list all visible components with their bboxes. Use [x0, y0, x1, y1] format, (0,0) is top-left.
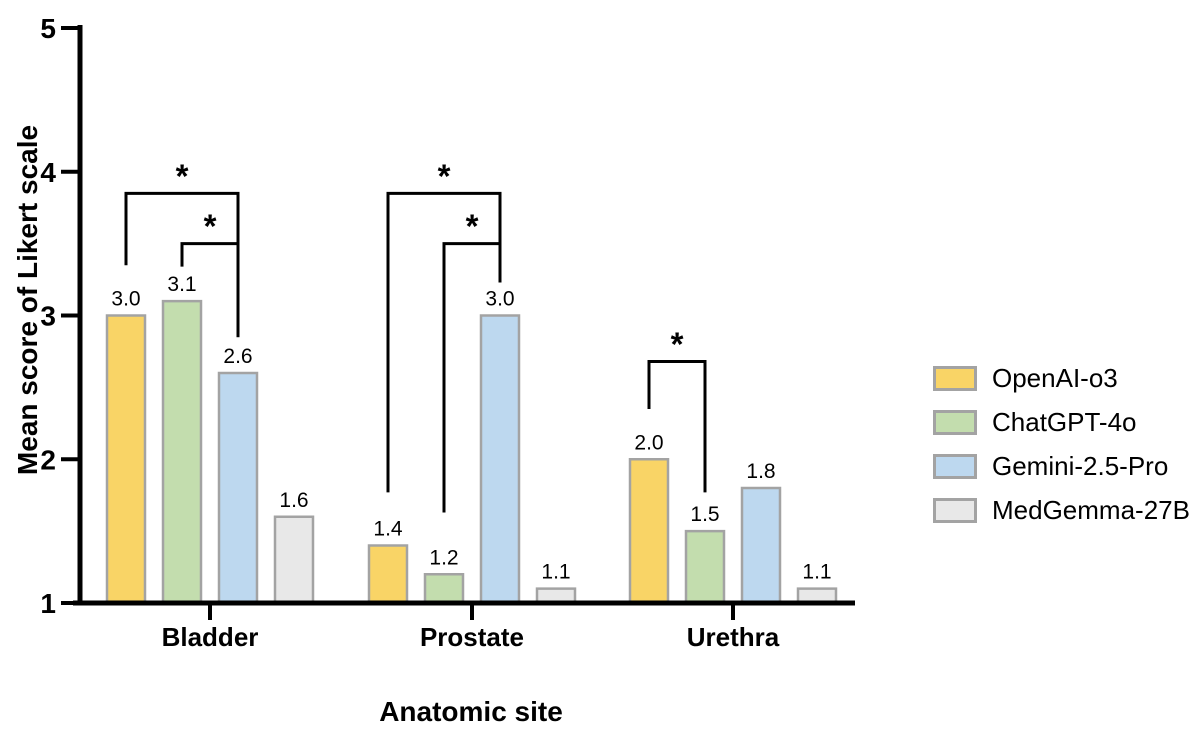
value-label-openai-o3-urethra: 2.0: [634, 431, 663, 454]
significance-asterisk-bladder: *: [176, 157, 189, 194]
y-tick-label-4: 4: [40, 157, 56, 188]
bar-openai-o3-urethra: [628, 458, 670, 605]
bar-gemini-2-5-pro-prostate: [479, 314, 521, 605]
y-tick-label-3: 3: [40, 301, 56, 332]
legend-label-medgemma-27b: MedGemma-27B: [992, 494, 1190, 525]
significance-asterisk-bladder: *: [204, 208, 217, 245]
value-label-medgemma-27b-bladder: 1.6: [279, 489, 308, 512]
category-label-urethra: Urethra: [687, 622, 780, 652]
x-axis-title: Anatomic site: [379, 696, 563, 727]
bar-medgemma-27b-bladder: [273, 515, 315, 605]
category-label-prostate: Prostate: [420, 622, 524, 652]
bar-chatgpt-4o-urethra: [684, 529, 726, 605]
bar-chatgpt-4o-prostate: [423, 573, 465, 605]
bar-gemini-2-5-pro-urethra: [740, 486, 782, 605]
legend-label-openai-o3: OpenAI-o3: [992, 362, 1118, 393]
bar-gemini-2-5-pro-bladder: [217, 371, 259, 605]
significance-bracket-prostate-openai-o3-vs-gemini-2-5-pro: [386, 191, 502, 493]
legend-label-gemini-2-5-pro: Gemini-2.5-Pro: [992, 450, 1169, 481]
value-label-gemini-2-5-pro-prostate: 3.0: [485, 288, 514, 311]
significance-bracket-bladder-chatgpt-4o-vs-gemini-2-5-pro: [180, 242, 240, 338]
bar-chatgpt-4o-bladder: [161, 299, 203, 605]
significance-asterisk-urethra: *: [671, 326, 684, 363]
chart-legend: OpenAI-o3 ChatGPT-4o Gemini-2.5-Pro MedG…: [933, 356, 1190, 532]
bar-openai-o3-prostate: [367, 544, 409, 605]
legend-swatch-chatgpt-4o: [933, 409, 977, 435]
y-tick-label-2: 2: [40, 444, 56, 475]
value-label-medgemma-27b-urethra: 1.1: [802, 561, 831, 584]
y-tick-label-5: 5: [40, 13, 56, 44]
bar-openai-o3-bladder: [105, 314, 147, 605]
value-label-gemini-2-5-pro-urethra: 1.8: [746, 460, 775, 483]
legend-item-gemini-2-5-pro: Gemini-2.5-Pro: [933, 444, 1190, 488]
value-label-chatgpt-4o-urethra: 1.5: [690, 503, 719, 526]
value-label-medgemma-27b-prostate: 1.1: [541, 561, 570, 584]
significance-bracket-urethra-openai-o3-vs-chatgpt-4o: [647, 360, 707, 493]
y-axis-title-text: Mean score of Likert scale: [12, 124, 43, 476]
value-label-gemini-2-5-pro-bladder: 2.6: [223, 345, 252, 368]
significance-asterisk-prostate: *: [466, 208, 479, 245]
legend-swatch-medgemma-27b: [933, 497, 977, 523]
legend-item-chatgpt-4o: ChatGPT-4o: [933, 400, 1190, 444]
legend-item-openai-o3: OpenAI-o3: [933, 356, 1190, 400]
y-tick-label-1: 1: [40, 588, 56, 619]
legend-swatch-openai-o3: [933, 365, 977, 391]
significance-bracket-prostate-chatgpt-4o-vs-gemini-2-5-pro: [442, 242, 502, 513]
value-label-openai-o3-bladder: 3.0: [111, 288, 140, 311]
value-label-chatgpt-4o-prostate: 1.2: [429, 546, 458, 569]
legend-swatch-gemini-2-5-pro: [933, 453, 977, 479]
legend-item-medgemma-27b: MedGemma-27B: [933, 488, 1190, 532]
category-label-bladder: Bladder: [162, 622, 259, 652]
value-label-openai-o3-prostate: 1.4: [373, 518, 403, 541]
value-label-chatgpt-4o-bladder: 3.1: [167, 273, 196, 296]
legend-label-chatgpt-4o: ChatGPT-4o: [992, 406, 1137, 437]
significance-asterisk-prostate: *: [438, 157, 451, 194]
